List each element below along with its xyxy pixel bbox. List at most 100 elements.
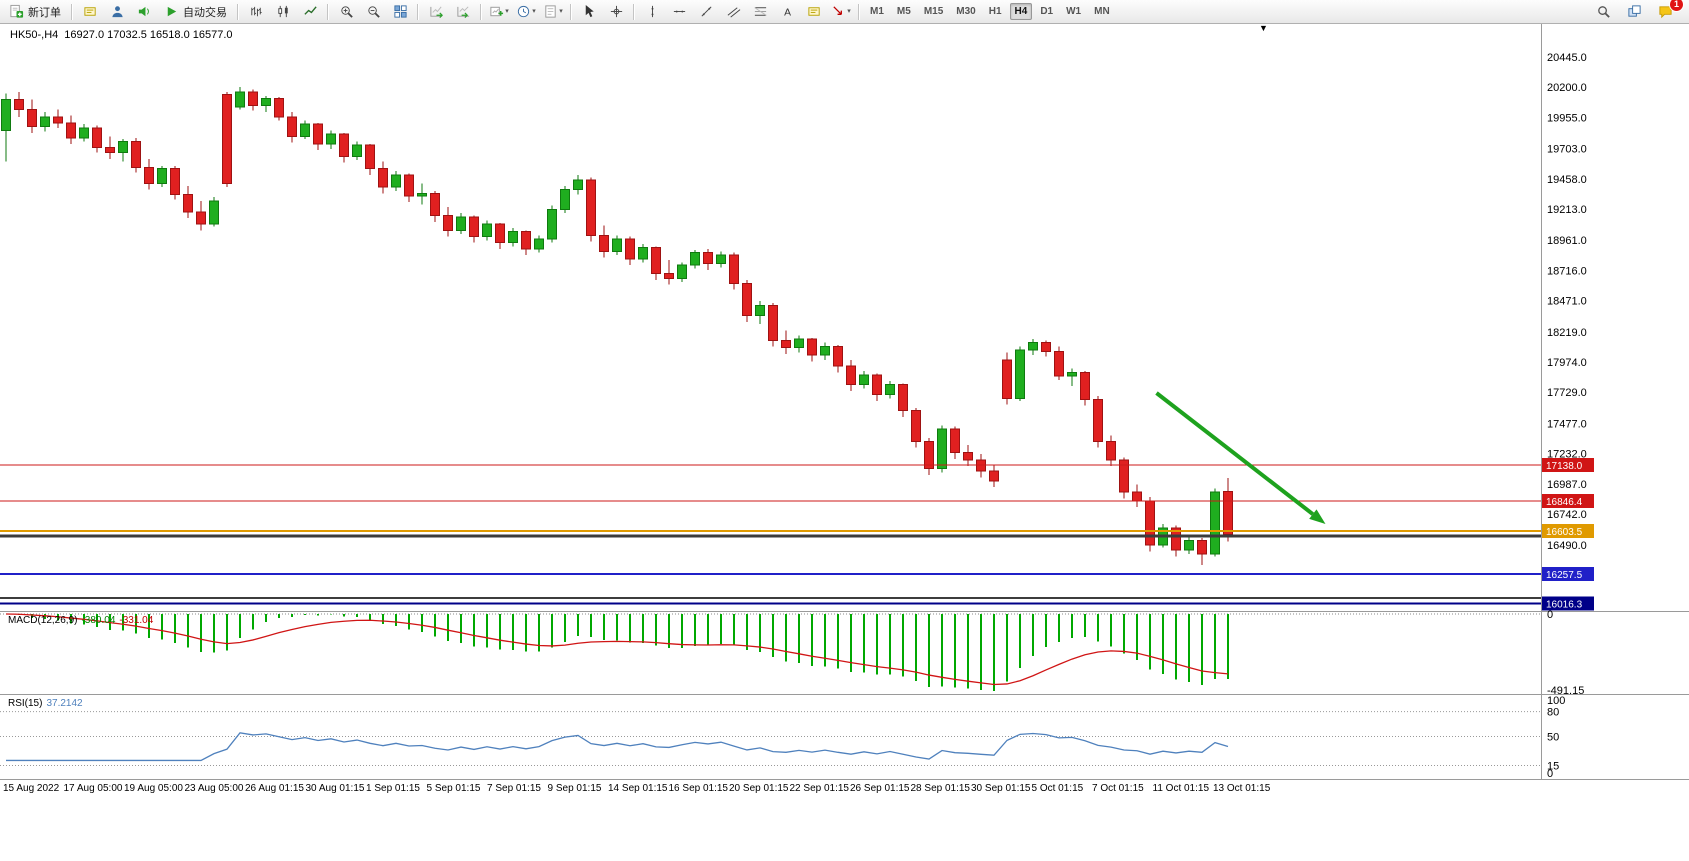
toolbar-separator	[327, 3, 329, 20]
search-button[interactable]	[1590, 1, 1616, 23]
bars-icon	[249, 4, 264, 19]
market-watch-icon[interactable]	[77, 1, 103, 23]
arrows-icon	[831, 4, 846, 19]
trend-arrow-annotation[interactable]	[1155, 391, 1326, 524]
toolbar-right-group: 1	[1590, 0, 1686, 23]
svg-text:16742.0: 16742.0	[1547, 509, 1587, 521]
text-button[interactable]: A	[774, 1, 800, 23]
label-icon	[807, 4, 822, 19]
new-order-icon	[9, 4, 24, 19]
rsi-indicator-label: RSI(15) 37.2142	[8, 698, 83, 709]
svg-text:16257.5: 16257.5	[1546, 570, 1583, 581]
timeframe-W1[interactable]: W1	[1066, 6, 1082, 17]
toolbar-separator	[633, 3, 635, 20]
timeframe-D1[interactable]: D1	[1040, 6, 1054, 17]
timeframe-MN[interactable]: MN	[1094, 6, 1110, 17]
time-label: 28 Sep 01:15	[910, 783, 971, 794]
new-order-button-label: 新订单	[28, 6, 61, 19]
time-label: 30 Sep 01:15	[971, 783, 1031, 794]
time-label: 15 Aug 2022	[3, 783, 60, 794]
time-label: 17 Aug 05:00	[63, 783, 123, 794]
new-order-button[interactable]: 新订单	[3, 1, 67, 23]
svg-text:0: 0	[1547, 768, 1553, 780]
scroll-to-end-marker[interactable]: ▼	[1259, 23, 1268, 33]
svg-text:17477.0: 17477.0	[1547, 418, 1587, 430]
price-badge: 17138.0	[1542, 458, 1594, 473]
candles-series	[1, 87, 1233, 565]
clock-icon	[516, 4, 531, 19]
svg-text:17974.0: 17974.0	[1547, 357, 1587, 369]
cursor-button[interactable]	[576, 1, 602, 23]
dropdown-caret-icon: ▾	[847, 8, 851, 15]
new-chart-button[interactable]: ▾	[486, 1, 512, 23]
zoom-in-button[interactable]	[333, 1, 359, 23]
timeframe-M15[interactable]: M15	[923, 6, 944, 17]
trendline-button[interactable]	[693, 1, 719, 23]
toolbar-separator	[237, 3, 239, 20]
timeframe-H1[interactable]: H1	[988, 6, 1002, 17]
svg-text:16987.0: 16987.0	[1547, 479, 1587, 491]
crosshair-icon	[609, 4, 624, 19]
time-label: 23 Aug 05:00	[184, 783, 244, 794]
signals-icon[interactable]	[131, 1, 157, 23]
auto-scroll-button[interactable]	[423, 1, 449, 23]
autoscroll-icon	[429, 4, 444, 19]
timeframe-M5[interactable]: M5	[896, 6, 911, 17]
candles-icon	[276, 4, 291, 19]
time-label: 14 Sep 01:15	[608, 783, 668, 794]
tline-icon	[699, 4, 714, 19]
crosshair-button[interactable]	[603, 1, 629, 23]
fibonacci-button[interactable]	[747, 1, 773, 23]
timeframe-M30[interactable]: M30	[956, 6, 976, 17]
search-icon	[1596, 4, 1611, 19]
notifications-button[interactable]: 1	[1652, 0, 1684, 23]
autotrading-button-label: 自动交易	[183, 6, 227, 19]
svg-text:17232.0: 17232.0	[1547, 449, 1587, 461]
time-label: 5 Oct 01:15	[1031, 783, 1084, 794]
template-button[interactable]: ▾	[540, 1, 566, 23]
rsi-value: 37.2142	[46, 698, 83, 709]
channel-button[interactable]	[720, 1, 746, 23]
accounts-icon[interactable]	[104, 1, 130, 23]
zoom-out-button[interactable]	[360, 1, 386, 23]
candlestick-chart-button[interactable]	[270, 1, 296, 23]
vertical-line-button[interactable]	[639, 1, 665, 23]
label-icon	[83, 4, 98, 19]
price-badge: 16016.3	[1542, 596, 1594, 611]
time-label: 16 Sep 01:15	[668, 783, 729, 794]
svg-text:16603.5: 16603.5	[1546, 527, 1583, 538]
macd-title: MACD(12,26,9)	[8, 615, 78, 626]
chart-symbol: HK50-,H4	[10, 29, 59, 41]
play-icon	[164, 4, 179, 19]
zoom-out-icon	[366, 4, 381, 19]
main-toolbar: 新订单 自动交易 ▾ ▾ ▾ A ▾ M1 M5 M15 M30 H1 H4 D1 W1 MN 1	[0, 0, 1689, 24]
bar-chart-button[interactable]	[243, 1, 269, 23]
tile-windows-button[interactable]	[387, 1, 413, 23]
line-chart-button[interactable]	[297, 1, 323, 23]
svg-text:18471.0: 18471.0	[1547, 296, 1587, 308]
arrows-button[interactable]: ▾	[828, 1, 854, 23]
svg-text:20445.0: 20445.0	[1547, 52, 1587, 64]
hline-icon	[672, 4, 687, 19]
time-label: 22 Sep 01:15	[789, 783, 850, 794]
text-label-button[interactable]	[801, 1, 827, 23]
dropdown-caret-icon: ▾	[559, 8, 563, 15]
toolbar-separator	[480, 3, 482, 20]
timeframe-H4[interactable]: H4	[1009, 3, 1033, 20]
pane-separators	[0, 23, 1689, 780]
svg-text:16490.0: 16490.0	[1547, 540, 1587, 552]
svg-text:0: 0	[1547, 609, 1553, 621]
timeframe-M1[interactable]: M1	[870, 6, 884, 17]
svg-text:17729.0: 17729.0	[1547, 387, 1587, 399]
autotrading-button[interactable]: 自动交易	[158, 1, 233, 23]
toolbar-separator	[417, 3, 419, 20]
speaker-icon	[137, 4, 152, 19]
period-button[interactable]: ▾	[513, 1, 539, 23]
data-window-button[interactable]	[1621, 1, 1647, 23]
toolbar-separator	[858, 3, 860, 20]
chart-shift-button[interactable]	[450, 1, 476, 23]
rsi-line	[6, 732, 1229, 762]
horizontal-line-button[interactable]	[666, 1, 692, 23]
svg-text:18716.0: 18716.0	[1547, 265, 1587, 277]
